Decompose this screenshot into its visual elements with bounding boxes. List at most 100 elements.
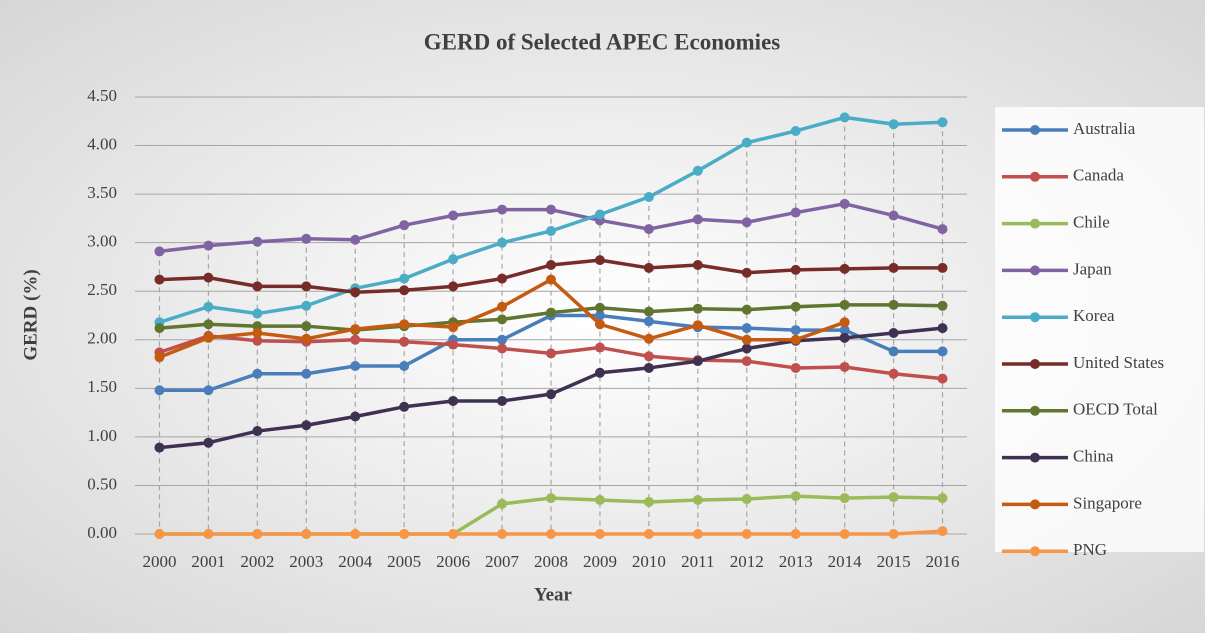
point <box>643 362 654 373</box>
point <box>839 325 850 336</box>
point <box>350 529 361 539</box>
point <box>643 351 654 362</box>
point <box>497 334 508 345</box>
point <box>790 125 801 136</box>
point <box>497 498 508 509</box>
point <box>350 360 361 371</box>
point <box>301 281 312 292</box>
point <box>692 165 703 176</box>
legend-marker <box>1030 546 1040 557</box>
legend-marker <box>1030 125 1040 135</box>
legend-box <box>995 107 1204 552</box>
point <box>301 368 312 379</box>
x-tick-label: 2008 <box>534 552 568 571</box>
point <box>741 137 752 148</box>
point <box>252 335 263 346</box>
point <box>448 210 459 221</box>
point <box>888 262 899 273</box>
point <box>154 352 165 363</box>
point <box>399 220 410 231</box>
point <box>350 411 361 422</box>
point <box>839 198 850 209</box>
point <box>203 385 214 396</box>
point <box>252 529 263 539</box>
point <box>594 255 605 266</box>
point <box>937 224 948 235</box>
legend-marker <box>1030 452 1040 463</box>
point <box>790 264 801 275</box>
point <box>497 204 508 215</box>
legend-marker <box>1030 312 1040 323</box>
point <box>203 240 214 251</box>
point <box>643 192 654 203</box>
legend-label: Chile <box>1073 213 1110 232</box>
point <box>203 529 214 539</box>
point <box>546 307 556 318</box>
point <box>154 274 165 285</box>
x-tick-label: 2015 <box>877 552 911 571</box>
point <box>643 262 654 273</box>
point <box>252 308 263 319</box>
point <box>839 317 850 328</box>
point <box>790 301 801 312</box>
point <box>594 209 605 220</box>
point <box>399 401 410 412</box>
point <box>594 367 605 378</box>
point <box>594 529 605 539</box>
point <box>839 263 850 274</box>
point <box>252 236 263 247</box>
point <box>448 529 459 539</box>
point <box>546 204 556 215</box>
y-tick-label: 2.50 <box>87 280 117 299</box>
x-tick-label: 2002 <box>240 552 274 571</box>
point <box>692 260 703 271</box>
point <box>350 324 361 335</box>
legend-label: Australia <box>1073 119 1136 138</box>
point <box>448 281 459 292</box>
point <box>888 210 899 221</box>
point <box>839 112 850 123</box>
point <box>888 327 899 338</box>
point <box>839 529 850 539</box>
point <box>839 493 850 504</box>
point <box>643 529 654 539</box>
point <box>692 214 703 225</box>
point <box>937 373 948 384</box>
y-axis-label: GERD (%) <box>20 269 41 360</box>
x-tick-label: 2000 <box>142 552 176 571</box>
y-tick-label: 2.00 <box>87 329 117 348</box>
point <box>448 339 459 350</box>
point <box>937 117 948 128</box>
y-tick-label: 1.50 <box>87 377 117 396</box>
point <box>790 334 801 345</box>
x-tick-label: 2007 <box>485 552 520 571</box>
legend-label: China <box>1073 447 1114 466</box>
legend-label: OECD Total <box>1073 400 1158 419</box>
point <box>937 526 948 537</box>
point <box>497 395 508 406</box>
point <box>741 217 752 228</box>
legend-label: Singapore <box>1073 493 1142 512</box>
point <box>301 333 312 344</box>
point <box>790 325 801 336</box>
legend-label: Canada <box>1073 166 1124 185</box>
point <box>399 273 410 284</box>
x-tick-label: 2004 <box>338 552 373 571</box>
point <box>888 368 899 379</box>
point <box>790 207 801 218</box>
point <box>252 327 263 338</box>
y-tick-label: 0.00 <box>87 523 117 542</box>
point <box>448 395 459 406</box>
point <box>203 272 214 283</box>
point <box>497 529 508 539</box>
legend-marker <box>1030 405 1040 416</box>
legend-marker <box>1030 359 1040 369</box>
point <box>692 356 703 367</box>
legend-label: Japan <box>1073 259 1112 278</box>
point <box>546 348 556 359</box>
point <box>692 303 703 314</box>
point <box>497 314 508 325</box>
x-tick-label: 2016 <box>926 552 960 571</box>
point <box>448 322 459 333</box>
point <box>546 260 556 271</box>
